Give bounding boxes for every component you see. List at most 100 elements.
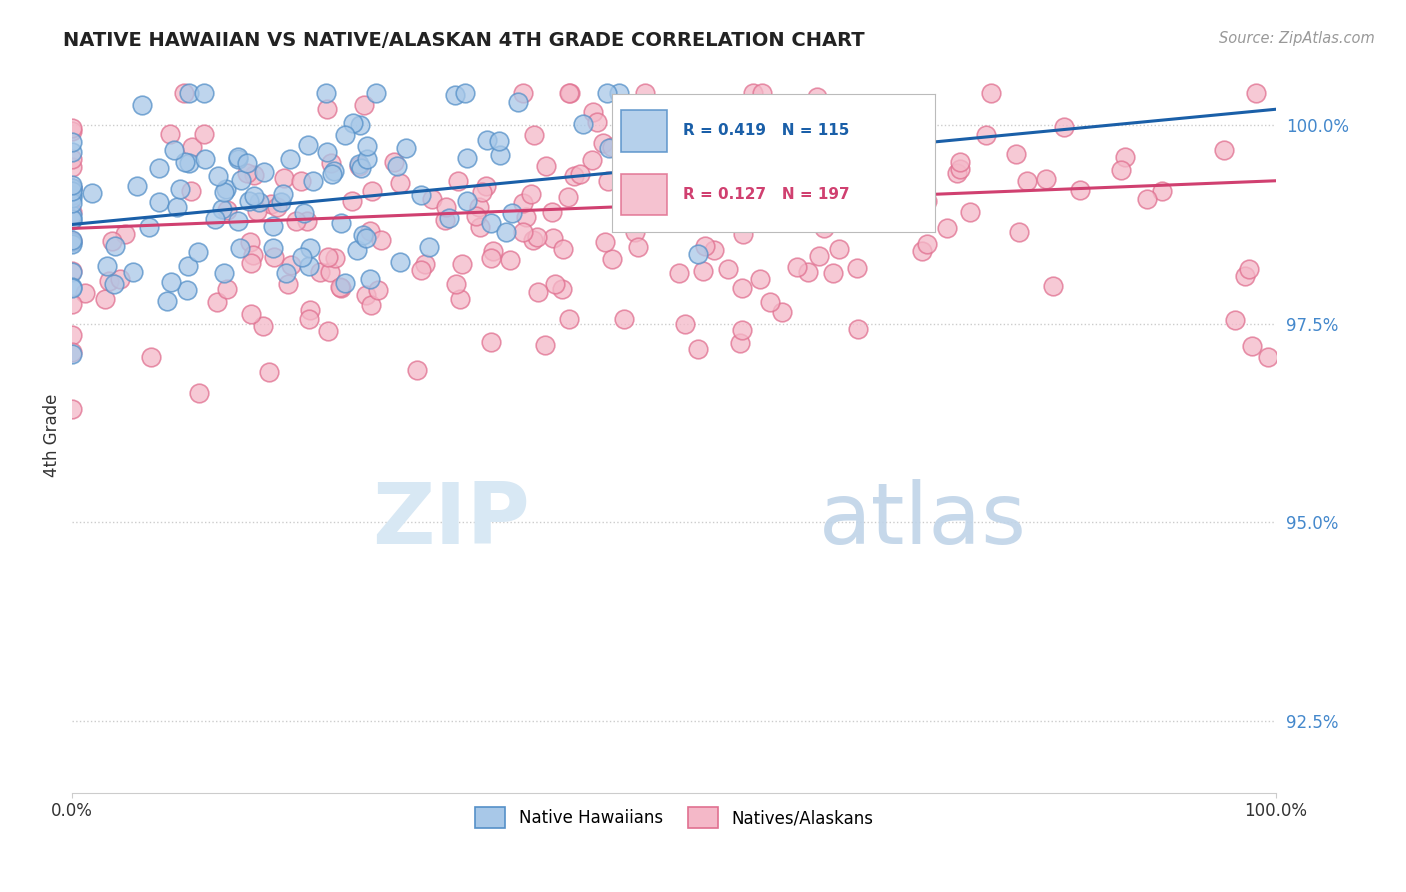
Point — [522, 233, 544, 247]
Point — [82, 186, 104, 201]
Point — [1111, 163, 1133, 178]
Point — [572, 117, 595, 131]
Point — [479, 335, 502, 350]
Point — [751, 87, 773, 101]
Point — [658, 206, 681, 220]
Point — [298, 259, 321, 273]
Point — [797, 265, 820, 279]
Point — [359, 272, 381, 286]
Point — [319, 156, 342, 170]
Point — [1234, 269, 1257, 284]
Point — [717, 261, 740, 276]
Point — [180, 184, 202, 198]
Point — [276, 277, 298, 291]
Point — [434, 200, 457, 214]
Point — [949, 155, 972, 169]
Point — [291, 250, 314, 264]
Point — [581, 153, 603, 167]
Point — [908, 162, 931, 177]
Point — [356, 152, 378, 166]
Point — [541, 230, 564, 244]
Point — [60, 180, 83, 194]
Point — [848, 322, 870, 336]
Point — [315, 87, 337, 101]
Point — [600, 252, 623, 267]
Point — [675, 317, 697, 331]
Point — [96, 259, 118, 273]
Point — [585, 114, 607, 128]
Point — [180, 140, 202, 154]
Point — [60, 145, 83, 159]
Point — [728, 146, 751, 161]
Point — [807, 248, 830, 262]
Point — [479, 251, 502, 265]
Point — [569, 167, 592, 181]
Point — [607, 87, 630, 101]
Legend: Native Hawaiians, Natives/Alaskans: Native Hawaiians, Natives/Alaskans — [468, 801, 880, 834]
Point — [211, 202, 233, 217]
Point — [236, 155, 259, 169]
Point — [60, 236, 83, 251]
Point — [654, 189, 676, 203]
Point — [229, 241, 252, 255]
Point — [686, 342, 709, 356]
Point — [689, 212, 711, 227]
Point — [110, 271, 132, 285]
Point — [60, 181, 83, 195]
Point — [437, 211, 460, 226]
Point — [770, 305, 793, 319]
Point — [557, 87, 579, 101]
Text: Source: ZipAtlas.com: Source: ZipAtlas.com — [1219, 31, 1375, 46]
Point — [1136, 192, 1159, 206]
Point — [122, 265, 145, 279]
Point — [148, 161, 170, 175]
Point — [1015, 174, 1038, 188]
Point — [810, 178, 832, 193]
Point — [557, 190, 579, 204]
Point — [60, 265, 83, 279]
Point — [60, 195, 83, 210]
Point — [266, 201, 288, 215]
Point — [319, 265, 342, 279]
Point — [422, 192, 444, 206]
Point — [627, 157, 650, 171]
Point — [204, 212, 226, 227]
Point — [495, 225, 517, 239]
Point — [98, 275, 121, 289]
Point — [148, 194, 170, 209]
Point — [260, 197, 283, 211]
Point — [274, 266, 297, 280]
Point — [353, 98, 375, 112]
Point — [718, 201, 741, 215]
Point — [330, 216, 353, 230]
Bar — [621, 174, 666, 215]
Point — [271, 186, 294, 201]
Point — [156, 294, 179, 309]
Point — [911, 244, 934, 258]
Point — [131, 98, 153, 112]
Point — [551, 242, 574, 256]
Point — [242, 248, 264, 262]
Point — [257, 365, 280, 379]
Point — [231, 173, 253, 187]
Point — [346, 243, 368, 257]
Point — [595, 87, 617, 101]
Point — [917, 236, 939, 251]
Point — [1035, 171, 1057, 186]
Point — [285, 214, 308, 228]
Point — [302, 173, 325, 187]
Point — [187, 385, 209, 400]
Point — [1114, 150, 1136, 164]
Point — [385, 159, 408, 173]
Point — [177, 87, 200, 101]
Point — [1042, 279, 1064, 293]
Point — [936, 221, 959, 235]
Point — [366, 87, 388, 101]
Point — [179, 156, 201, 170]
Point — [247, 195, 270, 210]
Point — [262, 219, 284, 233]
Point — [138, 219, 160, 234]
Point — [686, 247, 709, 261]
Point — [685, 150, 707, 164]
Point — [60, 401, 83, 416]
